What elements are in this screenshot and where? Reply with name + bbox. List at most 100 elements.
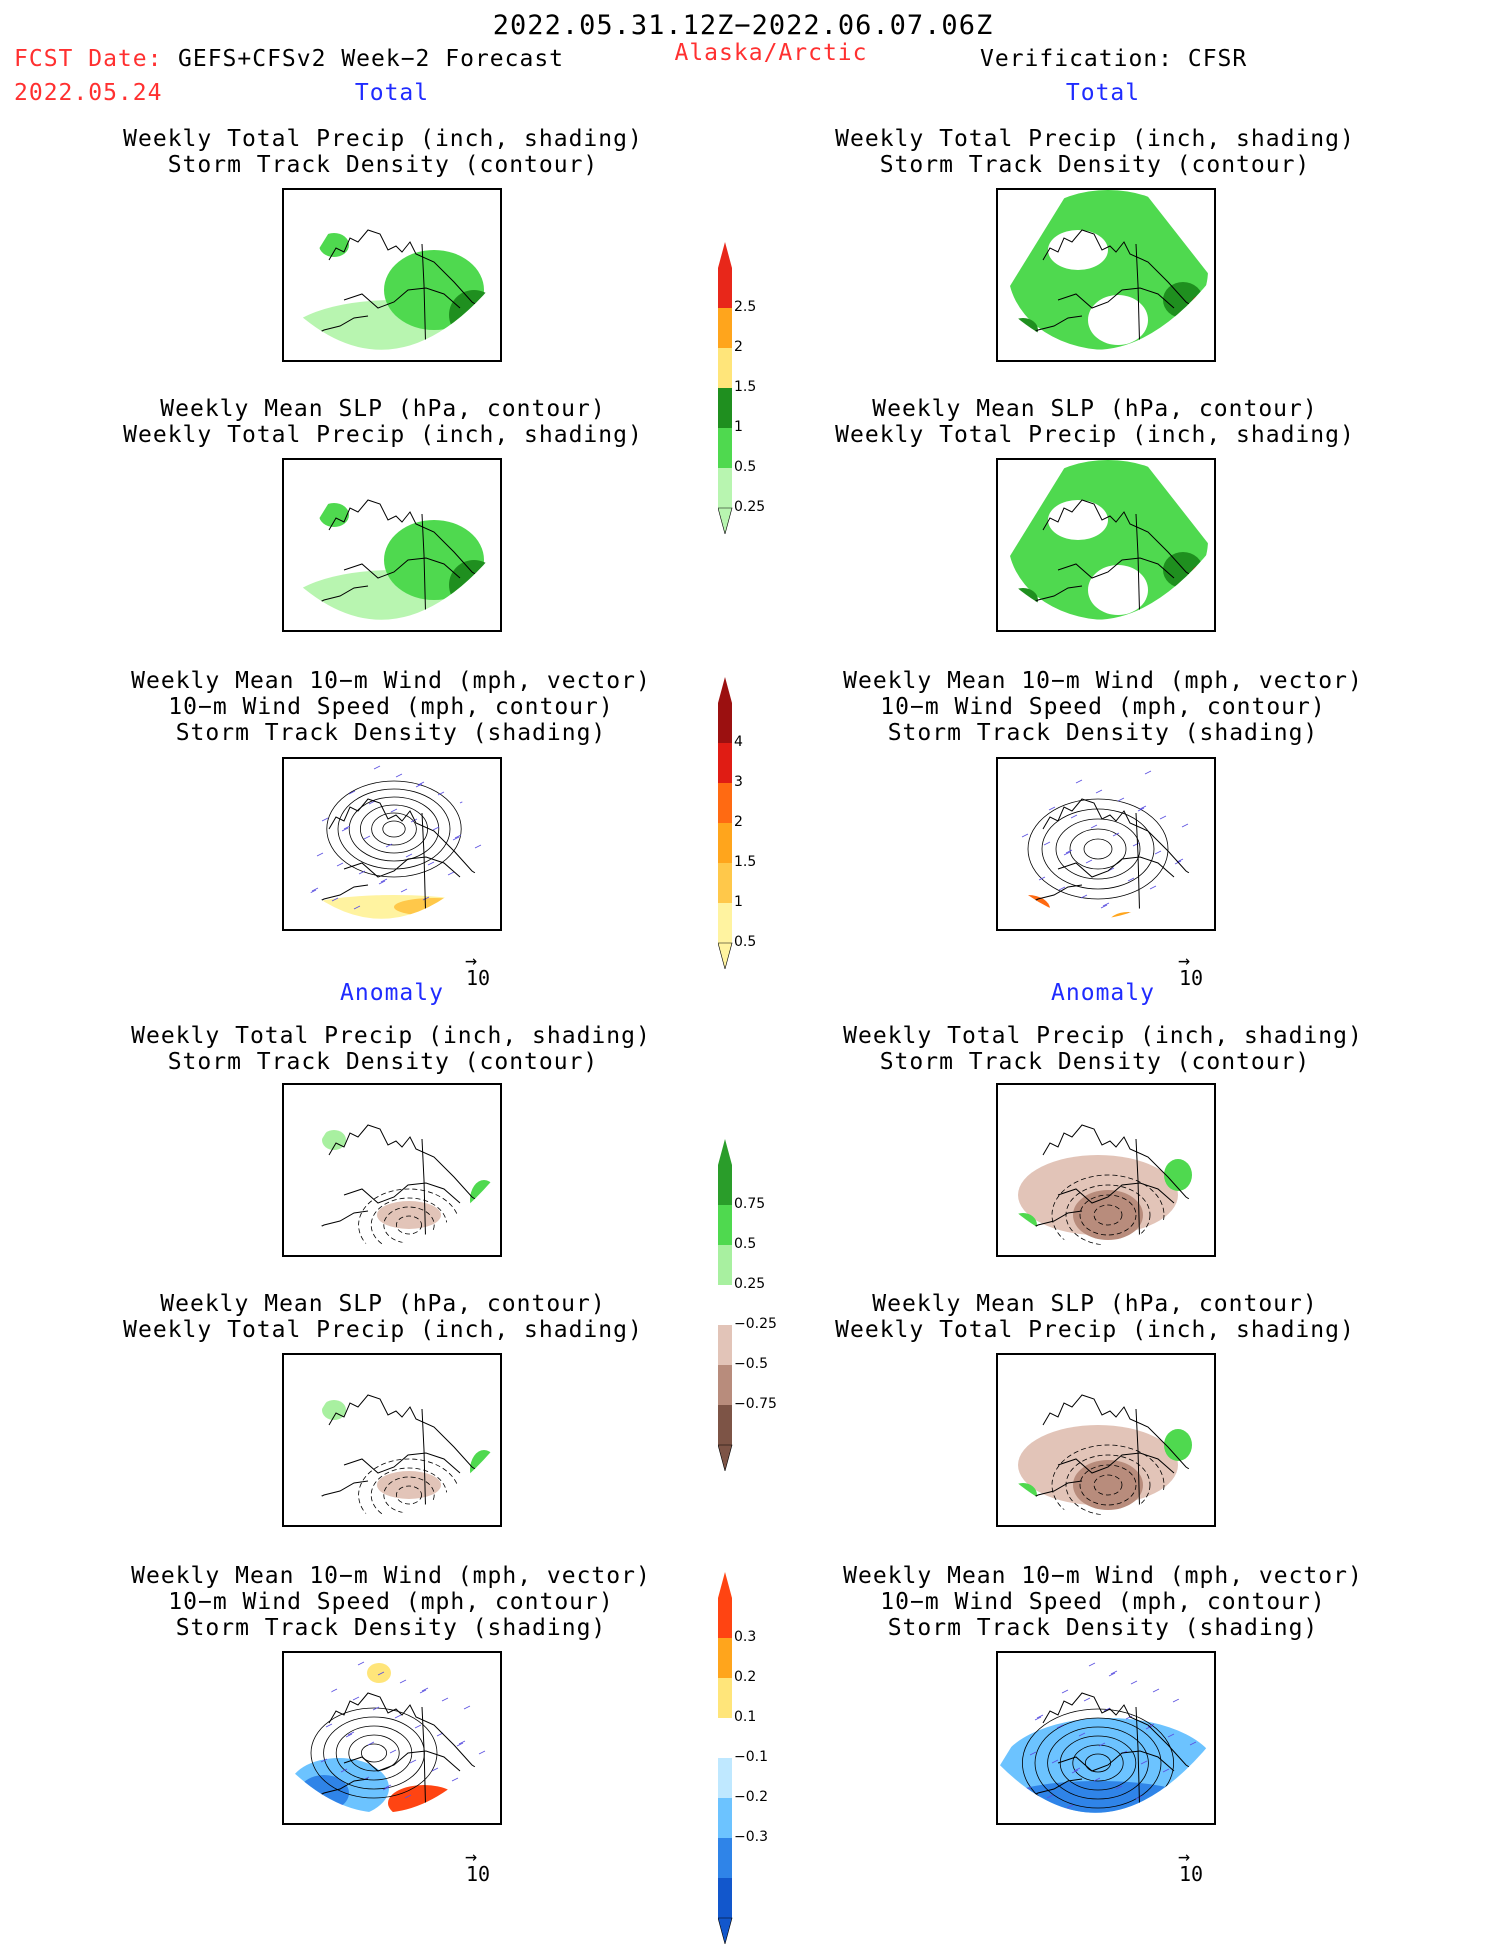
title-l4-line1: Weekly Total Precip (inch, shading)	[131, 1023, 651, 1049]
wind-vector	[357, 1661, 365, 1666]
map-domain	[1000, 759, 1212, 919]
wind-vector	[1048, 806, 1056, 811]
wind-vector	[1144, 770, 1152, 775]
colorbar-graphic	[718, 677, 733, 969]
precip-shade	[1190, 296, 1206, 324]
wind-vector	[358, 870, 366, 875]
wind-vector	[421, 1687, 429, 1692]
coastline	[1057, 1750, 1175, 1772]
coastline	[1057, 1452, 1175, 1474]
wind-vector	[468, 1670, 476, 1675]
colorbar-segment	[718, 823, 732, 863]
colorbar-label: −0.1	[734, 1749, 768, 1765]
colorbar-segment	[718, 1638, 732, 1678]
coastline	[343, 557, 461, 579]
wind-vector	[1139, 805, 1147, 810]
coastline	[1057, 287, 1175, 309]
contour-line	[1065, 1184, 1151, 1245]
map-total-precip-forecast	[282, 188, 502, 362]
wind-vector	[352, 1696, 360, 1701]
wind-vector	[1051, 1759, 1059, 1764]
precip-shade	[1088, 295, 1148, 345]
colorbar-label: 4	[734, 734, 743, 750]
map-field	[1000, 190, 1212, 350]
colorbar-segment	[718, 428, 732, 468]
wind-vector	[389, 1749, 397, 1754]
wind-vector	[1164, 780, 1172, 785]
wind-vector	[404, 1794, 412, 1799]
storm-anom-shade	[388, 1785, 460, 1813]
map-graphic	[286, 460, 498, 620]
wind-vector	[437, 791, 445, 796]
wind-vector	[1083, 1697, 1091, 1702]
wind-vector	[1026, 798, 1034, 803]
title-l1-line2: Storm Track Density (contour)	[167, 152, 599, 178]
storm-anom-shade	[1000, 1781, 1198, 1813]
colorbar-label: −0.75	[734, 1396, 777, 1412]
title-l3-line3: Storm Track Density (shading)	[175, 720, 607, 746]
vector-ref-arrow-l2: →	[465, 1844, 478, 1868]
contour-line	[1051, 1444, 1165, 1515]
wind-vector	[1090, 824, 1098, 829]
colorbar-label: −0.2	[734, 1789, 768, 1805]
colorbar-label: 0.25	[734, 1276, 766, 1292]
colorbar-top-extension	[718, 242, 732, 268]
wind-vector	[306, 772, 314, 777]
wind-vector	[385, 843, 393, 848]
title-r2-line2: Weekly Total Precip (inch, shading)	[835, 422, 1355, 448]
wind-vector	[1066, 1804, 1074, 1809]
wind-vector	[1181, 823, 1189, 828]
wind-vector	[1184, 1776, 1192, 1781]
wind-vector	[1157, 1803, 1165, 1808]
section-anomaly-left: Anomaly	[340, 980, 444, 1006]
wind-vector	[427, 861, 435, 866]
map-graphic	[1000, 1085, 1212, 1245]
wind-vector	[1103, 1707, 1111, 1712]
precip-shade	[1008, 318, 1038, 342]
coastline	[328, 1124, 489, 1208]
map-field	[1000, 1653, 1212, 1813]
colorbar-segment	[718, 388, 732, 428]
map-field	[286, 759, 498, 919]
vector-ref-arrow-r2: →	[1178, 1844, 1191, 1868]
vector-ref-label-r1: 10	[1179, 966, 1204, 990]
wind-vector	[363, 835, 371, 840]
precip-shade	[319, 233, 349, 257]
wind-vector	[469, 879, 477, 884]
title-l6-line2: 10−m Wind Speed (mph, contour)	[168, 1589, 614, 1615]
precip-shade	[1048, 230, 1108, 270]
colorbar-label: 0.5	[734, 459, 757, 475]
wind-vector	[458, 1740, 466, 1745]
contour-line	[396, 1215, 423, 1235]
storm-shade	[1172, 892, 1204, 916]
border-line	[1135, 1138, 1141, 1245]
wind-vector	[399, 1679, 407, 1684]
wind-vector	[1073, 1767, 1081, 1772]
precip-shade	[319, 503, 349, 527]
map-graphic	[1000, 190, 1212, 350]
title-l4-line2: Storm Track Density (contour)	[167, 1049, 599, 1075]
colorbar-label: −0.25	[734, 1316, 777, 1332]
wind-vector	[1194, 1706, 1202, 1711]
wind-vector	[308, 1680, 316, 1685]
wind-vector	[394, 1714, 402, 1719]
wind-vector	[1137, 807, 1145, 812]
colorbar-label: 2	[734, 814, 743, 830]
wind-vector	[474, 844, 482, 849]
coastline	[1042, 499, 1203, 583]
title-l5-line1: Weekly Mean SLP (hPa, contour)	[160, 1291, 606, 1317]
contour-line	[348, 1734, 400, 1772]
wind-vector	[340, 1768, 348, 1773]
wind-vector	[310, 1678, 318, 1683]
wind-vector	[313, 1795, 321, 1800]
wind-vector	[378, 880, 386, 885]
wind-vector	[1159, 815, 1167, 820]
wind-vector	[335, 1803, 343, 1808]
colorbar-label: 0.3	[734, 1629, 757, 1645]
wind-vector	[1039, 1681, 1047, 1686]
map-total-wind-verification	[996, 757, 1216, 931]
title-r4-line1: Weekly Total Precip (inch, shading)	[843, 1023, 1363, 1049]
colorbar-top-extension	[718, 1572, 732, 1598]
wind-vector	[311, 887, 319, 892]
wind-vector	[1053, 771, 1061, 776]
